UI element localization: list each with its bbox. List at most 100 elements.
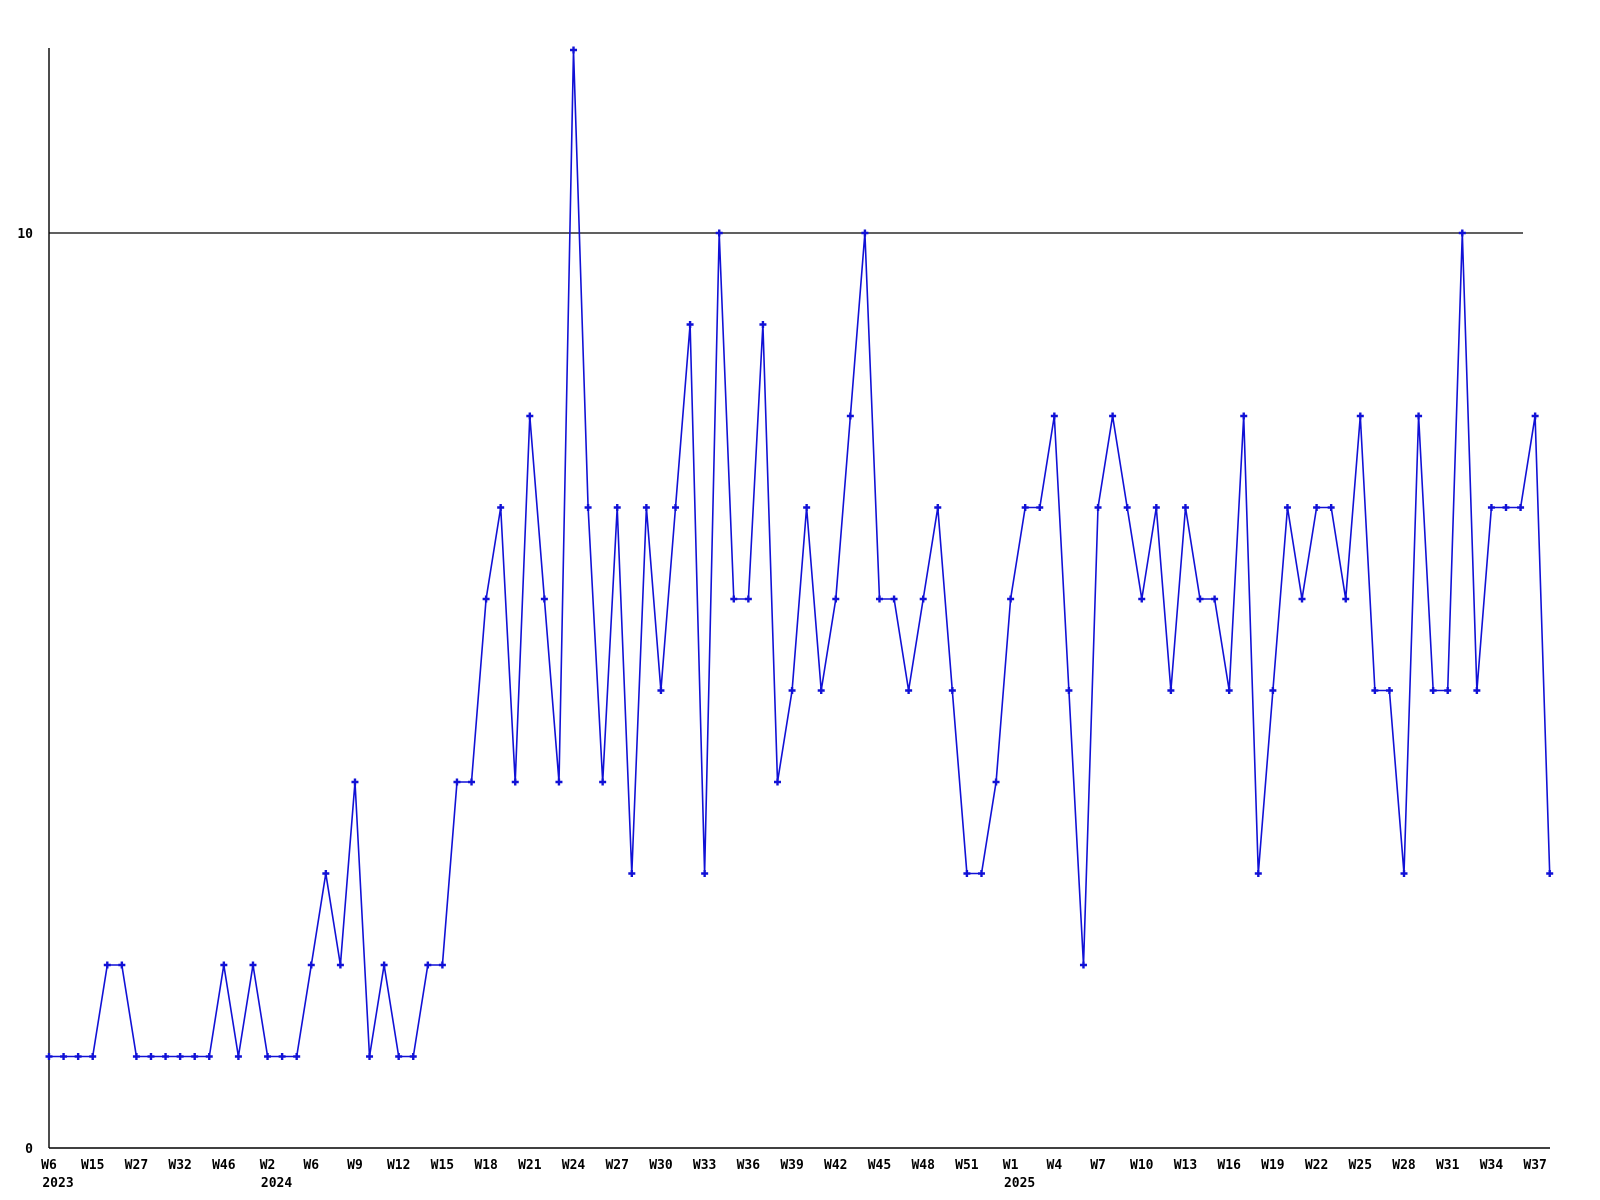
x-tick-label: W51 bbox=[955, 1158, 979, 1173]
x-tick-label: W2 bbox=[260, 1158, 276, 1173]
point-marker bbox=[89, 1053, 97, 1060]
point-marker bbox=[395, 1053, 403, 1060]
x-tick-label: W9 bbox=[347, 1158, 363, 1173]
point-marker bbox=[1444, 687, 1452, 694]
axes bbox=[48, 48, 1550, 1149]
point-marker bbox=[730, 595, 738, 603]
point-marker bbox=[1487, 504, 1495, 511]
point-marker bbox=[919, 595, 927, 603]
point-marker bbox=[1415, 412, 1423, 420]
point-marker bbox=[249, 961, 257, 969]
point-marker bbox=[628, 870, 636, 877]
x-tick-label: W31 bbox=[1436, 1158, 1460, 1173]
x-tick-label: W46 bbox=[212, 1158, 236, 1173]
point-marker bbox=[526, 412, 534, 420]
point-marker bbox=[1371, 687, 1379, 694]
point-marker bbox=[686, 321, 694, 328]
x-year-label: 2025 bbox=[1004, 1176, 1035, 1191]
point-marker bbox=[1021, 504, 1029, 511]
point-marker bbox=[948, 687, 956, 694]
point-marker bbox=[74, 1053, 82, 1060]
point-marker bbox=[1065, 687, 1073, 694]
x-tick-label: W19 bbox=[1261, 1158, 1284, 1173]
point-marker bbox=[905, 687, 913, 694]
point-marker bbox=[744, 595, 752, 603]
point-marker bbox=[1313, 504, 1321, 511]
point-marker bbox=[1385, 687, 1393, 694]
point-marker bbox=[147, 1053, 155, 1060]
x-tick-label: W36 bbox=[737, 1158, 761, 1173]
point-marker bbox=[803, 504, 811, 511]
point-marker bbox=[1269, 687, 1277, 694]
point-marker bbox=[191, 1053, 199, 1060]
point-marker bbox=[672, 504, 680, 511]
y-axis-tick-labels: 0 10 bbox=[17, 227, 33, 1157]
point-marker bbox=[715, 229, 723, 237]
point-marker bbox=[1152, 504, 1160, 511]
x-tick-label: W21 bbox=[518, 1158, 542, 1173]
point-marker bbox=[60, 1053, 68, 1060]
point-marker bbox=[205, 1053, 213, 1060]
point-marker bbox=[1196, 595, 1204, 603]
point-marker bbox=[424, 961, 432, 969]
point-marker bbox=[1298, 595, 1306, 603]
point-marker bbox=[409, 1053, 417, 1060]
x-tick-label: W6 bbox=[303, 1158, 319, 1173]
x-tick-label: W4 bbox=[1047, 1158, 1063, 1173]
point-marker bbox=[759, 321, 767, 328]
point-marker bbox=[1400, 870, 1408, 877]
data-polyline bbox=[49, 49, 1551, 1058]
point-marker bbox=[176, 1053, 184, 1060]
point-marker bbox=[438, 961, 446, 969]
x-tick-label: W42 bbox=[824, 1158, 847, 1173]
point-marker bbox=[934, 504, 942, 511]
point-marker bbox=[1094, 504, 1102, 511]
y-tick-label: 0 bbox=[25, 1142, 33, 1157]
x-tick-label: W25 bbox=[1349, 1158, 1372, 1173]
point-marker bbox=[774, 778, 781, 786]
point-marker bbox=[1356, 412, 1364, 420]
point-marker bbox=[118, 961, 126, 969]
x-year-label: 2023 bbox=[42, 1176, 73, 1191]
point-marker bbox=[1327, 504, 1335, 511]
point-marker bbox=[1138, 595, 1146, 603]
x-tick-label: W24 bbox=[562, 1158, 586, 1173]
point-marker bbox=[511, 778, 519, 786]
x-year-label: 2024 bbox=[261, 1176, 292, 1191]
x-tick-label: W27 bbox=[605, 1158, 628, 1173]
y-tick-label: 10 bbox=[17, 227, 33, 242]
x-tick-label: W13 bbox=[1174, 1158, 1197, 1173]
x-tick-label: W7 bbox=[1090, 1158, 1106, 1173]
x-tick-label: W34 bbox=[1480, 1158, 1504, 1173]
point-marker bbox=[468, 778, 476, 786]
point-marker bbox=[963, 870, 971, 877]
point-marker bbox=[1254, 870, 1262, 877]
point-marker bbox=[1181, 504, 1189, 511]
x-tick-label: W39 bbox=[780, 1158, 803, 1173]
series-line bbox=[49, 49, 1551, 1058]
point-marker bbox=[1036, 504, 1044, 511]
point-marker bbox=[380, 961, 388, 969]
x-tick-label: W48 bbox=[911, 1158, 935, 1173]
point-marker bbox=[1283, 504, 1291, 511]
point-marker bbox=[1473, 687, 1481, 694]
point-marker bbox=[497, 504, 505, 511]
point-marker bbox=[875, 595, 883, 603]
point-marker bbox=[453, 778, 461, 786]
point-marker bbox=[1123, 504, 1131, 511]
point-marker bbox=[1225, 687, 1233, 694]
point-marker bbox=[1050, 412, 1058, 420]
point-marker bbox=[701, 870, 709, 877]
point-marker bbox=[1458, 229, 1466, 237]
point-marker bbox=[1502, 504, 1510, 511]
x-tick-label: W1 bbox=[1003, 1158, 1019, 1173]
x-axis-year-labels: 2023 2024 2025 bbox=[42, 1176, 1035, 1191]
point-marker bbox=[890, 595, 898, 603]
point-marker bbox=[278, 1053, 286, 1060]
x-tick-label: W28 bbox=[1392, 1158, 1416, 1173]
point-marker bbox=[1531, 412, 1539, 420]
point-marker bbox=[817, 687, 825, 694]
point-marker bbox=[642, 504, 650, 511]
point-marker bbox=[45, 1053, 53, 1060]
